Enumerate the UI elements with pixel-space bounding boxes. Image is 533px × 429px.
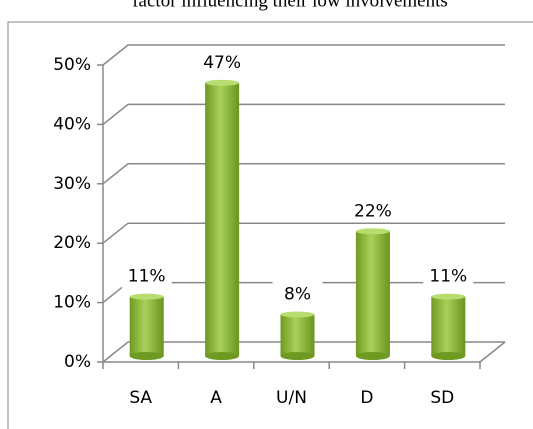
x-tick-label: A xyxy=(210,388,222,408)
chart-title: factor influencing their low involvement… xyxy=(132,0,448,11)
bar xyxy=(129,296,164,356)
bar xyxy=(431,296,466,356)
bar-top xyxy=(431,293,466,300)
bar-base xyxy=(280,352,315,360)
bar-top xyxy=(280,311,315,318)
bar xyxy=(355,231,390,356)
y-tick-label: 20% xyxy=(53,233,91,253)
data-label-bg xyxy=(423,263,474,288)
bar-base xyxy=(355,352,390,360)
grid-line xyxy=(102,103,505,125)
data-label: 47% xyxy=(203,53,241,73)
x-tick-label: U/N xyxy=(276,388,307,408)
grid-line xyxy=(102,222,505,244)
x-tick-label: SD xyxy=(430,388,454,408)
y-tick-label: 30% xyxy=(53,174,91,194)
bar-base xyxy=(205,352,240,360)
data-label: 22% xyxy=(354,201,392,221)
data-label-bg xyxy=(272,281,323,306)
data-label: 11% xyxy=(128,267,166,287)
bar-top xyxy=(355,228,390,235)
bar-base xyxy=(129,352,164,360)
data-label: 11% xyxy=(429,267,467,287)
bar-top xyxy=(205,79,240,86)
grid-line xyxy=(102,163,505,185)
data-label-bg xyxy=(121,263,172,288)
data-label-bg xyxy=(347,198,398,223)
data-label-bg xyxy=(197,49,248,74)
y-tick-label: 40% xyxy=(53,114,91,134)
floor-edge xyxy=(479,341,506,363)
chart-frame xyxy=(7,21,533,429)
y-tick-label: 50% xyxy=(53,55,91,75)
x-tick-label: D xyxy=(360,388,373,408)
bar-base xyxy=(431,352,466,360)
bar-top xyxy=(129,293,164,300)
bar xyxy=(205,82,240,356)
y-tick-label: 0% xyxy=(64,352,91,372)
bar xyxy=(280,314,315,356)
grid-line xyxy=(102,44,505,66)
data-label: 8% xyxy=(284,284,311,304)
x-tick-label: SA xyxy=(129,388,152,408)
y-tick-label: 10% xyxy=(53,293,91,313)
